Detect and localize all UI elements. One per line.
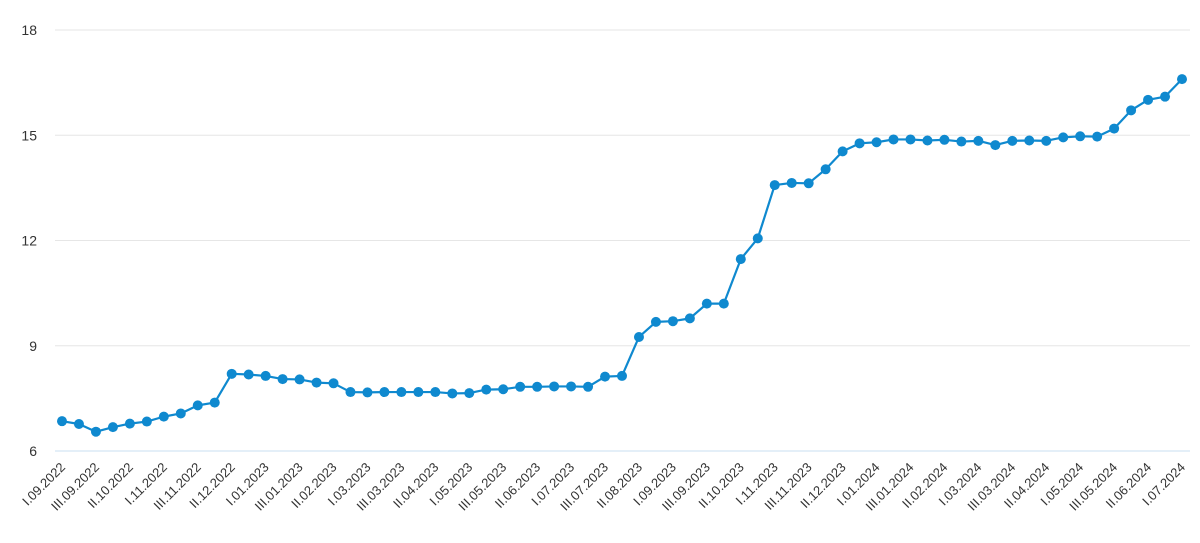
data-point[interactable] <box>413 387 424 398</box>
data-point[interactable] <box>939 134 950 145</box>
data-point[interactable] <box>667 316 678 327</box>
data-point[interactable] <box>209 397 220 408</box>
y-tick-label: 12 <box>21 233 37 249</box>
data-point[interactable] <box>294 374 305 385</box>
data-point[interactable] <box>141 416 152 427</box>
data-point[interactable] <box>752 233 763 244</box>
data-point[interactable] <box>1075 131 1086 142</box>
data-point[interactable] <box>277 374 288 385</box>
data-point[interactable] <box>1058 132 1069 143</box>
data-point[interactable] <box>311 377 322 388</box>
data-point[interactable] <box>226 368 237 379</box>
data-point[interactable] <box>430 387 441 398</box>
data-point[interactable] <box>888 134 899 145</box>
data-point[interactable] <box>854 138 865 149</box>
data-point[interactable] <box>260 370 271 381</box>
data-point[interactable] <box>57 416 67 427</box>
data-point[interactable] <box>379 387 390 398</box>
data-point[interactable] <box>1143 94 1154 105</box>
data-point[interactable] <box>73 418 84 429</box>
y-tick-label: 18 <box>21 22 37 38</box>
data-point[interactable] <box>481 384 492 395</box>
data-point[interactable] <box>243 369 254 380</box>
data-point[interactable] <box>820 164 831 175</box>
data-point[interactable] <box>515 381 526 392</box>
data-point[interactable] <box>650 316 661 327</box>
data-point[interactable] <box>871 137 882 148</box>
data-point[interactable] <box>905 134 916 145</box>
data-point[interactable] <box>328 378 339 389</box>
data-point[interactable] <box>803 178 814 189</box>
data-point[interactable] <box>1177 74 1187 85</box>
data-point[interactable] <box>701 298 712 309</box>
grid-layer <box>55 29 1190 452</box>
y-tick-label: 9 <box>29 338 37 354</box>
data-point[interactable] <box>583 381 594 392</box>
data-point[interactable] <box>1041 135 1052 146</box>
y-axis-ticks: 6 9 12 15 18 <box>21 22 37 459</box>
data-point[interactable] <box>973 135 984 146</box>
data-point[interactable] <box>158 411 169 422</box>
data-point[interactable] <box>532 381 543 392</box>
series-layer <box>57 74 1187 437</box>
data-point[interactable] <box>1126 105 1137 116</box>
data-point[interactable] <box>175 408 186 419</box>
data-point[interactable] <box>124 418 135 429</box>
data-point[interactable] <box>684 313 695 324</box>
y-tick-label: 15 <box>21 127 37 143</box>
data-point[interactable] <box>549 381 560 392</box>
data-point[interactable] <box>786 177 797 188</box>
data-point[interactable] <box>498 384 509 395</box>
data-point[interactable] <box>922 135 933 146</box>
data-point[interactable] <box>1007 135 1018 146</box>
data-point[interactable] <box>464 388 475 399</box>
data-point[interactable] <box>600 371 611 382</box>
data-point[interactable] <box>718 298 729 309</box>
data-point[interactable] <box>956 136 967 147</box>
data-point[interactable] <box>90 426 101 437</box>
data-point[interactable] <box>1024 135 1035 146</box>
data-point[interactable] <box>617 370 627 381</box>
data-point[interactable] <box>837 146 848 157</box>
data-point[interactable] <box>345 387 356 398</box>
data-point[interactable] <box>1109 123 1120 134</box>
data-point[interactable] <box>396 387 407 398</box>
data-point[interactable] <box>192 400 203 411</box>
data-point[interactable] <box>769 180 780 191</box>
x-axis-ticks: I.09.2022III.09.2022II.10.2022I.11.2022I… <box>19 460 1188 514</box>
data-point[interactable] <box>633 331 644 342</box>
data-point[interactable] <box>447 388 458 399</box>
data-point[interactable] <box>1092 131 1103 142</box>
data-point[interactable] <box>990 140 1001 151</box>
data-point[interactable] <box>362 387 373 398</box>
data-point[interactable] <box>735 254 746 265</box>
data-point[interactable] <box>1160 91 1171 102</box>
data-point[interactable] <box>107 422 118 433</box>
y-tick-label: 6 <box>29 443 37 459</box>
data-point[interactable] <box>566 381 577 392</box>
